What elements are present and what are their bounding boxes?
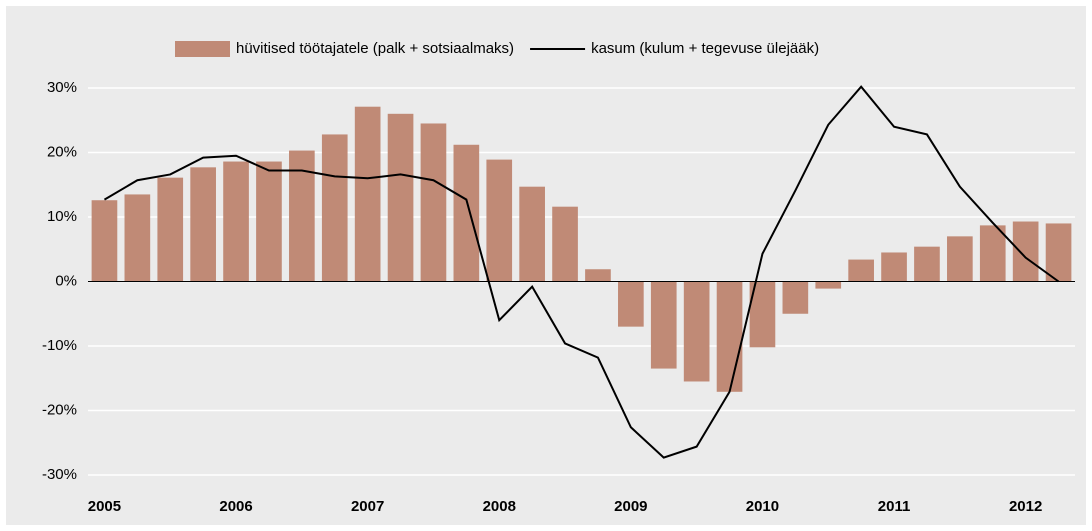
- bar: [552, 206, 578, 282]
- x-tick-label: 2008: [483, 498, 516, 515]
- bar: [354, 106, 381, 282]
- bar: [321, 134, 348, 282]
- x-tick-label: 2007: [351, 498, 384, 515]
- bar: [387, 113, 414, 282]
- x-tick-label: 2005: [88, 498, 121, 515]
- legend-label: kasum (kulum + tegevuse ülejääk): [591, 40, 819, 57]
- bar: [124, 194, 151, 282]
- bar: [190, 167, 216, 282]
- x-tick-label: 2009: [614, 498, 647, 515]
- bar: [1012, 221, 1039, 282]
- x-tick-label: 2006: [219, 498, 252, 515]
- bar: [815, 281, 842, 289]
- bar: [453, 144, 480, 282]
- bar: [420, 123, 447, 282]
- bar: [650, 281, 677, 369]
- y-tick-label: -10%: [42, 337, 77, 354]
- y-tick-label: -20%: [42, 401, 77, 418]
- x-tick-label: 2011: [878, 498, 911, 515]
- bar: [782, 281, 809, 314]
- bar: [157, 177, 184, 282]
- bar: [585, 269, 611, 282]
- bar: [848, 259, 874, 282]
- bar: [256, 161, 282, 282]
- line: [103, 85, 1060, 459]
- bar: [683, 281, 710, 382]
- y-tick-label: 10%: [47, 208, 77, 225]
- bar: [979, 225, 1006, 282]
- bar: [486, 159, 513, 282]
- bar: [618, 281, 644, 327]
- bar: [1045, 223, 1072, 282]
- bar: [947, 236, 973, 282]
- y-tick-label: 20%: [47, 143, 77, 160]
- legend-swatch: [175, 41, 230, 57]
- bar: [914, 246, 940, 282]
- bar: [223, 161, 249, 282]
- bar: [716, 281, 743, 392]
- bar: [91, 200, 118, 282]
- bar: [519, 186, 545, 282]
- y-tick-label: -30%: [42, 466, 77, 483]
- x-tick-label: 2010: [746, 498, 779, 515]
- y-tick-label: 0%: [55, 272, 77, 289]
- bar: [881, 252, 907, 282]
- x-tick-label: 2012: [1009, 498, 1042, 515]
- legend-label: hüvitised töötajatele (palk + sotsiaalma…: [236, 40, 514, 57]
- y-tick-label: 30%: [47, 79, 77, 96]
